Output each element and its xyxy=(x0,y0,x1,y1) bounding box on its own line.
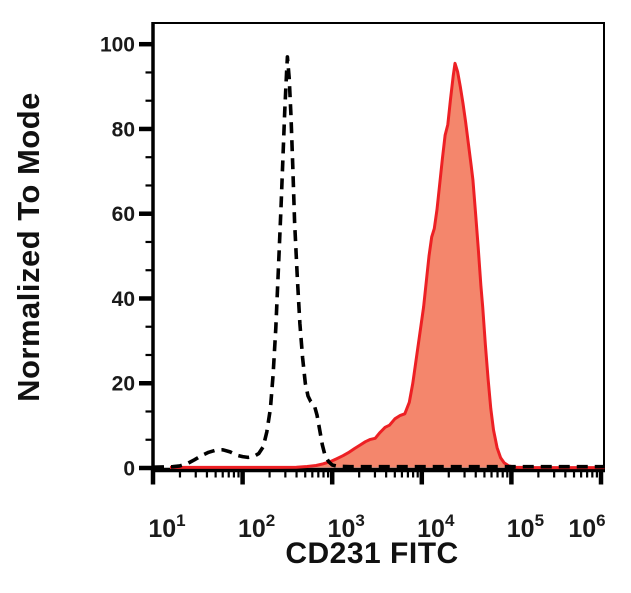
y-tick-label: 0 xyxy=(123,458,135,481)
y-tick-label: 40 xyxy=(112,288,135,311)
series-black-dashed-line xyxy=(152,55,605,469)
y-tick-label: 60 xyxy=(112,203,135,226)
y-axis-title: Normalized To Mode xyxy=(11,92,46,402)
x-axis-title: CD231 FITC xyxy=(285,537,459,570)
series-red-filled-fill xyxy=(170,63,605,468)
x-tick-label: 106 xyxy=(568,511,605,543)
y-tick-label: 80 xyxy=(112,118,135,141)
y-tick-label: 20 xyxy=(112,373,135,396)
x-tick-label: 101 xyxy=(148,511,185,543)
series-red-filled-line xyxy=(170,61,605,470)
y-tick-label: 100 xyxy=(100,34,135,57)
